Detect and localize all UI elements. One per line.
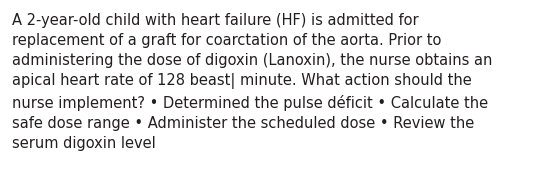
Text: A 2-year-old child with heart failure (HF) is admitted for
replacement of a graf: A 2-year-old child with heart failure (H… — [12, 13, 492, 151]
